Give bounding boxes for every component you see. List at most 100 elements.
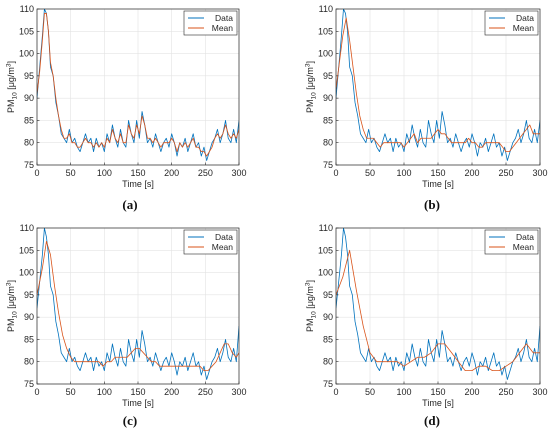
series-line-mean [336, 249, 540, 372]
x-tick-label: 0 [34, 168, 39, 178]
x-tick-label: 150 [130, 168, 145, 178]
y-tick-label: 105 [19, 245, 34, 255]
y-tick-label: 110 [319, 4, 333, 14]
x-tick-label: 200 [164, 168, 179, 178]
x-axis-label: Time [s] [422, 179, 454, 189]
y-tick-label: 95 [323, 71, 333, 81]
x-tick-label: 250 [498, 168, 513, 178]
y-label-subscript: 10 [311, 311, 318, 319]
legend-label-mean: Mean [513, 242, 535, 252]
y-tick-label: 85 [323, 115, 333, 125]
y-tick-label: 85 [24, 115, 34, 125]
series-line-mean [37, 240, 239, 372]
x-tick-label: 0 [34, 387, 39, 397]
x-tick-label: 0 [333, 387, 338, 397]
legend-box [183, 10, 238, 36]
y-tick-label: 75 [24, 379, 34, 389]
x-tick-label: 100 [396, 168, 411, 178]
y-tick-label: 85 [323, 334, 333, 344]
y-label-close: ] [305, 61, 315, 64]
y-tick-label: 100 [19, 49, 34, 59]
x-tick-label: 300 [532, 168, 547, 178]
x-tick-label: 0 [333, 168, 338, 178]
x-tick-label: 250 [198, 387, 213, 397]
panel-2: 0 50 100 150 200 250 300 75 80 85 90 95 100 105 110 Tim… [305, 4, 548, 212]
y-tick-label: 90 [323, 312, 333, 322]
legend-label-data: Data [215, 232, 233, 242]
y-tick-label: 105 [19, 26, 34, 36]
legend-label-data: Data [516, 13, 534, 23]
y-tick-label: 105 [318, 26, 333, 36]
y-tick-label: 85 [24, 334, 34, 344]
y-label-unit: [μg/m [305, 67, 315, 92]
x-tick-label: 50 [365, 168, 375, 178]
y-tick-label: 80 [24, 357, 34, 367]
legend-label-mean: Mean [212, 242, 234, 252]
x-axis-label: Time [s] [422, 398, 454, 408]
panel-caption: (d) [424, 413, 440, 428]
legend-label-data: Data [215, 13, 233, 23]
x-axis-label: Time [s] [122, 179, 154, 189]
y-axis-label: PM10 [μg/m3] [305, 61, 318, 113]
x-tick-label: 300 [532, 387, 547, 397]
x-tick-label: 50 [66, 168, 76, 178]
legend-box [484, 229, 539, 255]
y-label-close: ] [6, 280, 16, 283]
legend-label-mean: Mean [212, 23, 234, 33]
y-label-subscript: 10 [311, 92, 318, 100]
x-tick-label: 200 [464, 168, 479, 178]
legend-label-mean: Mean [513, 23, 535, 33]
y-axis-label: PM10 [μg/m3] [305, 280, 318, 332]
x-tick-label: 150 [130, 387, 145, 397]
y-label-subscript: 10 [12, 92, 19, 100]
panel-1: 0 50 100 150 200 250 300 75 80 85 90 95 100 105 110 Tim… [6, 4, 247, 212]
x-tick-label: 200 [164, 387, 179, 397]
y-tick-label: 90 [24, 312, 34, 322]
legend-label-data: Data [516, 232, 534, 242]
y-label-superscript: 3 [6, 282, 13, 286]
x-tick-label: 150 [430, 387, 445, 397]
y-tick-label: 90 [323, 93, 333, 103]
y-tick-label: 100 [318, 49, 333, 59]
y-tick-label: 100 [318, 268, 333, 278]
x-axis-label: Time [s] [122, 398, 154, 408]
x-tick-label: 300 [231, 168, 246, 178]
y-label-main: PM [305, 100, 315, 114]
y-label-close: ] [305, 280, 315, 283]
y-label-superscript: 3 [6, 63, 13, 67]
x-tick-label: 50 [66, 387, 76, 397]
panel-3: 0 50 100 150 200 250 300 75 80 85 90 95 100 105 110 Tim… [6, 223, 247, 428]
series-line-data [37, 9, 239, 161]
y-tick-label: 100 [19, 268, 34, 278]
y-label-superscript: 3 [305, 63, 312, 67]
y-tick-label: 95 [24, 71, 34, 81]
y-label-unit: [μg/m [6, 67, 16, 92]
y-tick-label: 80 [24, 138, 34, 148]
series-line-data [336, 228, 540, 380]
panel-caption: (a) [122, 197, 137, 212]
x-tick-label: 200 [464, 387, 479, 397]
x-tick-label: 250 [498, 387, 513, 397]
y-tick-label: 80 [323, 138, 333, 148]
y-label-unit: [μg/m [6, 286, 16, 311]
y-tick-label: 105 [318, 245, 333, 255]
series-line-mean [336, 17, 540, 153]
x-tick-label: 50 [365, 387, 375, 397]
y-axis-label: PM10 [μg/m3] [6, 280, 19, 332]
series-line-mean [37, 13, 239, 157]
y-tick-label: 75 [24, 160, 34, 170]
y-tick-label: 80 [323, 357, 333, 367]
y-axis-label: PM10 [μg/m3] [6, 61, 19, 113]
x-tick-label: 150 [430, 168, 445, 178]
y-label-main: PM [6, 319, 16, 333]
legend-box [183, 229, 238, 255]
y-label-main: PM [6, 100, 16, 114]
y-label-unit: [μg/m [305, 286, 315, 311]
y-label-subscript: 10 [12, 311, 19, 319]
y-tick-label: 110 [319, 223, 333, 233]
